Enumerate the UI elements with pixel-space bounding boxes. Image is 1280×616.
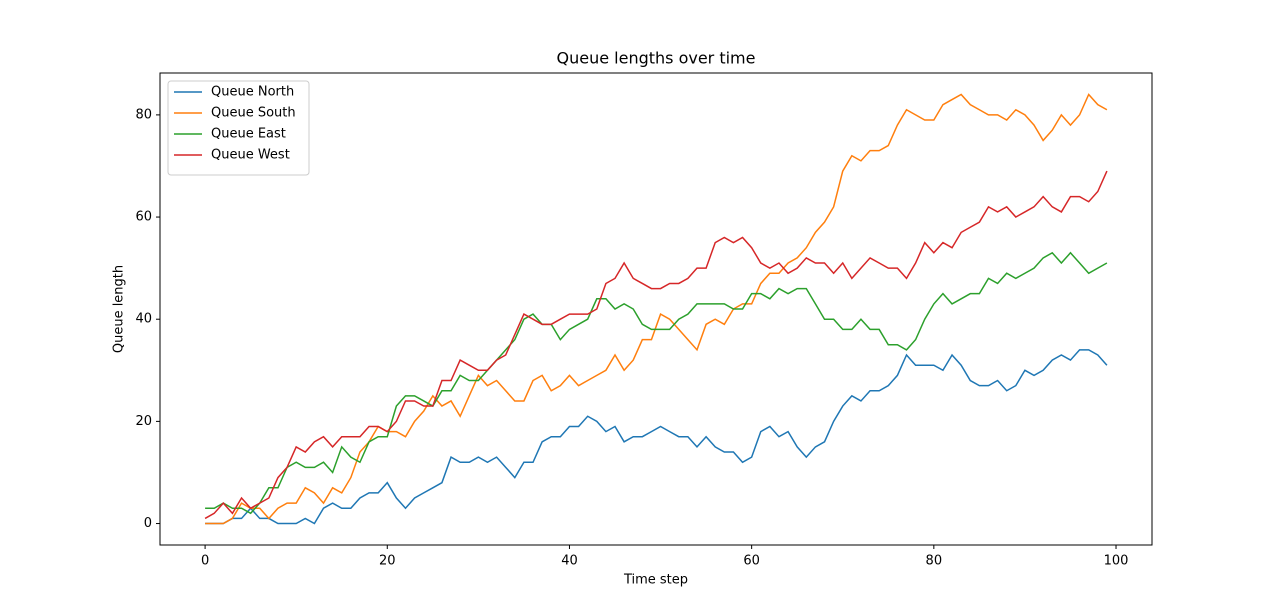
- line-series: [205, 349, 1108, 525]
- legend-label: Queue North: [211, 85, 294, 100]
- x-tick-label: 20: [379, 554, 396, 569]
- line-series: [205, 251, 1108, 515]
- x-tick-label: 80: [926, 554, 943, 569]
- y-axis-label: Queue length: [112, 265, 127, 353]
- x-tick-label: 0: [201, 554, 209, 569]
- y-tick-label: 60: [135, 210, 152, 225]
- x-tick-label: 100: [1104, 554, 1129, 569]
- y-tick-label: 20: [135, 414, 152, 429]
- legend-label: Queue West: [211, 148, 290, 163]
- line-series: [205, 93, 1108, 525]
- legend-box: [167, 80, 310, 176]
- y-tick-label: 80: [135, 107, 152, 122]
- line-series: [204, 170, 1108, 520]
- x-tick-label: 60: [743, 554, 760, 569]
- x-axis-label: Time step: [623, 573, 688, 588]
- plot-frame: [159, 72, 1153, 546]
- legend-label: Queue East: [211, 127, 286, 142]
- legend-label: Queue South: [211, 106, 296, 121]
- y-tick-label: 0: [144, 516, 152, 531]
- y-tick-label: 40: [135, 312, 152, 327]
- chart-title: Queue lengths over time: [557, 49, 756, 68]
- x-tick-label: 40: [561, 554, 578, 569]
